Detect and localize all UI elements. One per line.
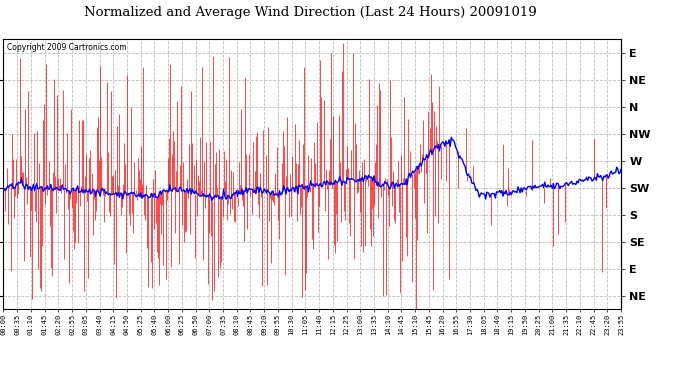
Text: Normalized and Average Wind Direction (Last 24 Hours) 20091019: Normalized and Average Wind Direction (L… xyxy=(84,6,537,19)
Text: Copyright 2009 Cartronics.com: Copyright 2009 Cartronics.com xyxy=(6,44,126,52)
